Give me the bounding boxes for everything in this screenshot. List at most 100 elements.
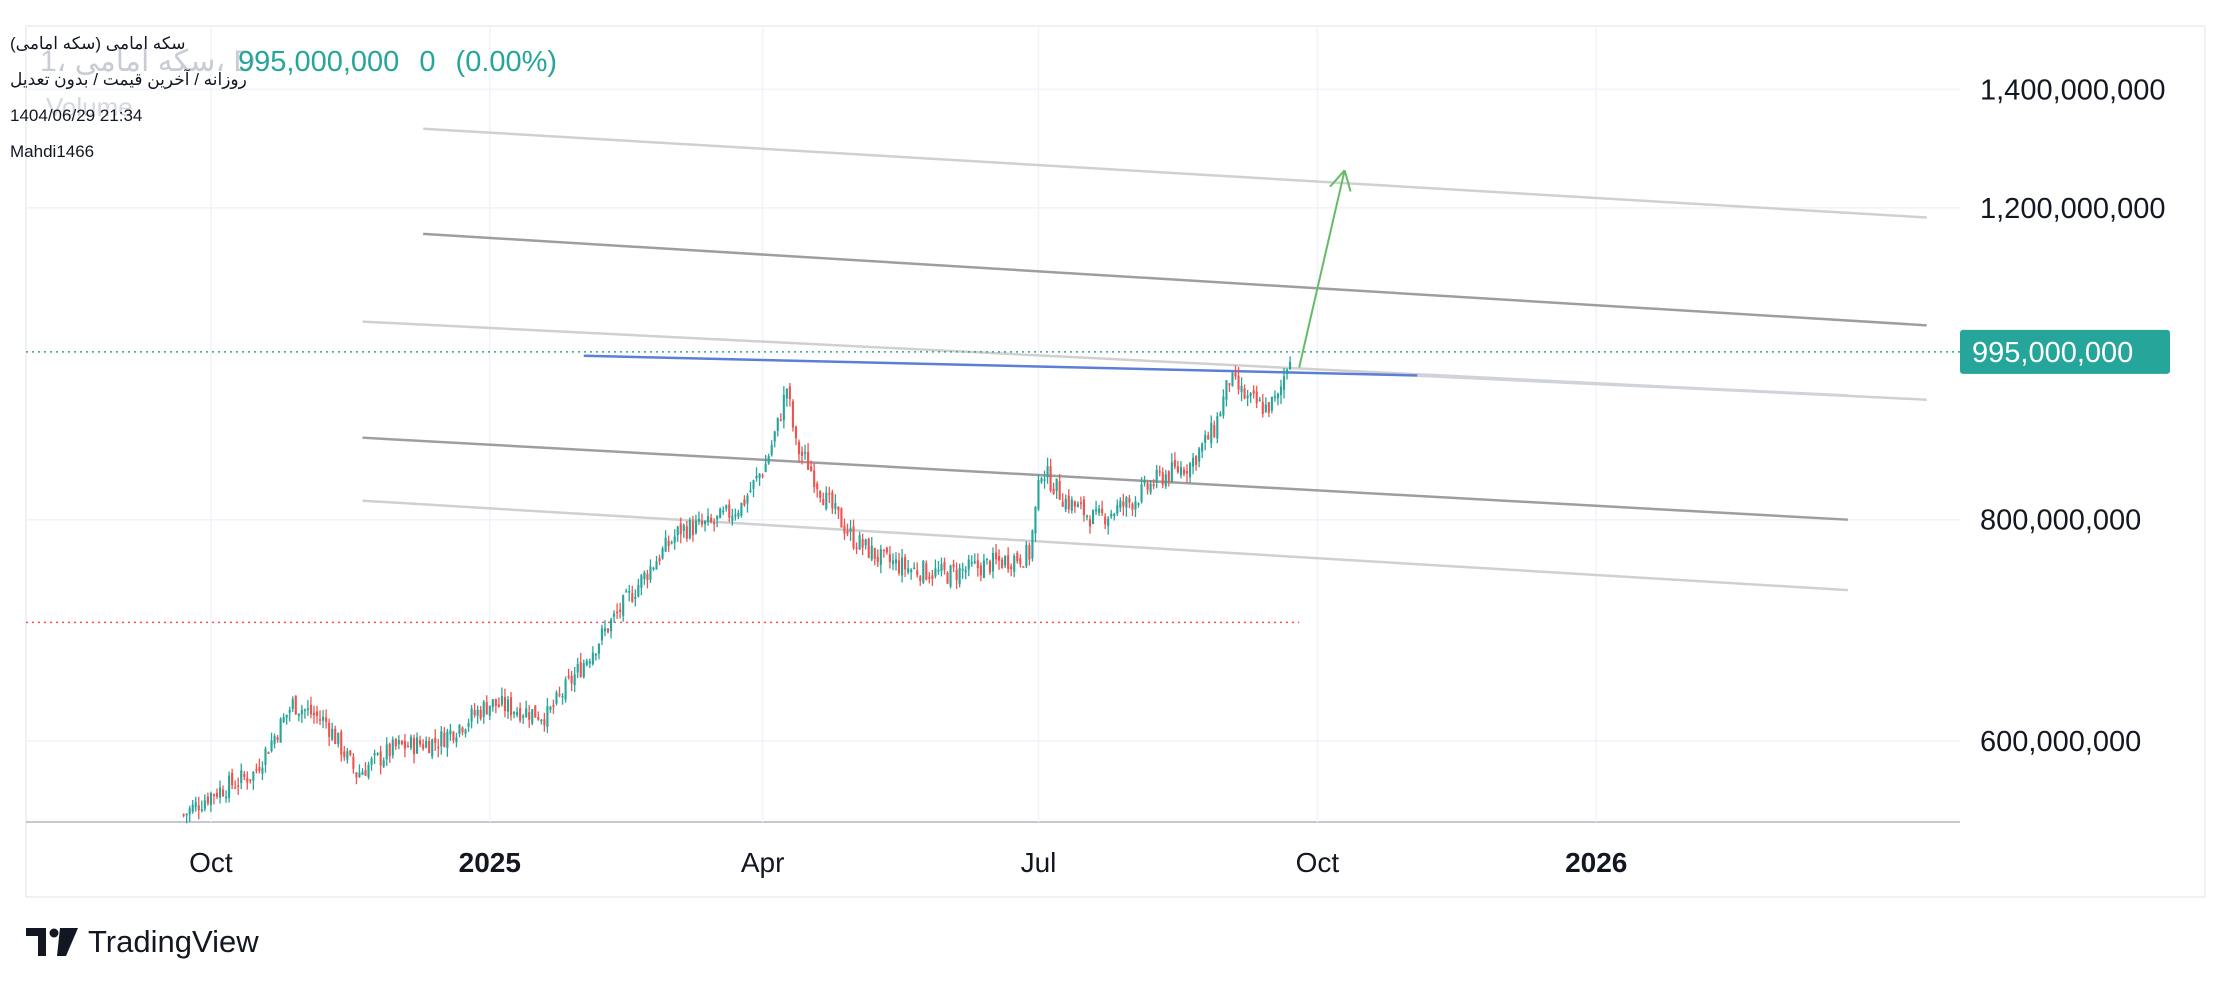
- candle-body: [491, 699, 494, 708]
- candle-body: [328, 722, 331, 737]
- candle-body: [343, 751, 346, 758]
- candle-body: [797, 441, 801, 455]
- candle-body: [991, 553, 995, 572]
- candle-body: [1004, 556, 1007, 566]
- candle-body: [349, 750, 352, 755]
- candle-body: [691, 521, 694, 536]
- candle-body: [1031, 530, 1034, 559]
- chart-grid: [25, 25, 2206, 898]
- candle-body: [791, 401, 794, 428]
- candle-body: [1188, 463, 1192, 478]
- candle-body: [594, 653, 597, 656]
- candle-body: [828, 493, 831, 495]
- candle-body: [658, 557, 661, 562]
- candle-body: [1252, 390, 1255, 394]
- blue-trendline: [583, 354, 1418, 377]
- candle-body: [606, 628, 610, 633]
- candle-body: [1107, 518, 1110, 527]
- candle-body: [531, 709, 534, 724]
- candle-body: [967, 559, 970, 570]
- x-tick-label: Oct: [1296, 847, 1340, 878]
- candle-body: [600, 628, 604, 641]
- candle-body: [422, 744, 425, 749]
- candle-body: [764, 463, 767, 473]
- candle-body: [415, 737, 419, 754]
- candle-body: [1228, 383, 1231, 385]
- candle-body: [1237, 375, 1240, 390]
- candle-body: [897, 560, 901, 574]
- candle-body: [370, 758, 373, 765]
- candle-body: [467, 722, 470, 728]
- candle-body: [794, 426, 798, 439]
- candle-body: [1034, 506, 1037, 534]
- candle-body: [697, 518, 701, 522]
- candle-body: [588, 661, 591, 664]
- candle-body: [1152, 484, 1155, 487]
- candle-body: [1043, 479, 1046, 481]
- candle-body: [1219, 413, 1222, 417]
- x-tick-label: Jul: [1021, 847, 1057, 878]
- tradingview-logo[interactable]: TradingView: [26, 924, 259, 960]
- candle-body: [1091, 510, 1095, 525]
- candle-body: [1025, 544, 1028, 567]
- candle-body: [619, 609, 622, 612]
- candle-body: [722, 510, 725, 513]
- candle-body: [206, 796, 209, 804]
- candle-body: [1192, 457, 1195, 467]
- candle-body: [873, 547, 876, 560]
- candle-body: [849, 528, 852, 533]
- candle-body: [297, 713, 300, 716]
- candle-body: [397, 739, 400, 745]
- candle-body: [1128, 498, 1131, 503]
- candle-body: [1195, 456, 1198, 465]
- candle-body: [346, 751, 349, 760]
- candle-body: [1110, 513, 1113, 517]
- candle-body: [215, 792, 219, 797]
- candle-body: [1243, 388, 1246, 399]
- candle-body: [419, 740, 422, 745]
- candle-body: [494, 698, 497, 706]
- candle-body: [1055, 478, 1058, 492]
- candle-body: [613, 613, 616, 617]
- candle-body: [785, 389, 788, 399]
- candle-body: [1085, 515, 1089, 518]
- candle-body: [870, 545, 873, 560]
- candle-body: [394, 739, 397, 747]
- candle-body: [1231, 372, 1234, 387]
- price-header: 995,000,000 0 (0.00%): [238, 46, 569, 79]
- candle-body: [409, 736, 413, 748]
- candle-body: [1170, 462, 1173, 482]
- candle-body: [200, 809, 203, 811]
- candle-body: [1276, 393, 1280, 399]
- candle-body: [637, 585, 640, 597]
- candle-body: [240, 770, 243, 784]
- candle-body: [1116, 505, 1119, 514]
- candle-body: [406, 745, 410, 748]
- candle-body: [1058, 481, 1061, 500]
- candle-body: [549, 706, 552, 710]
- tradingview-logo-icon: [26, 928, 78, 956]
- candle-body: [1282, 376, 1286, 390]
- candle-body: [1095, 509, 1098, 512]
- candle-body: [221, 789, 225, 797]
- candle-body: [1140, 484, 1143, 502]
- candle-body: [976, 560, 979, 569]
- candle-body: [428, 741, 431, 754]
- price-change-pct: (0.00%): [455, 46, 558, 78]
- candle-body: [998, 556, 1001, 561]
- candle-body: [1155, 469, 1158, 483]
- candle-body: [1101, 508, 1104, 514]
- candle-body: [591, 652, 594, 665]
- candle-body: [212, 794, 216, 796]
- candle-body: [1070, 499, 1073, 511]
- channel-line: [423, 232, 1927, 327]
- candle-body: [561, 695, 564, 698]
- candle-body: [755, 475, 758, 479]
- candle-body: [625, 591, 628, 593]
- candle-body: [731, 515, 734, 522]
- candle-body: [185, 813, 188, 816]
- target-arrowhead: [1329, 169, 1346, 188]
- candle-body: [279, 718, 282, 743]
- candle-body: [679, 523, 682, 535]
